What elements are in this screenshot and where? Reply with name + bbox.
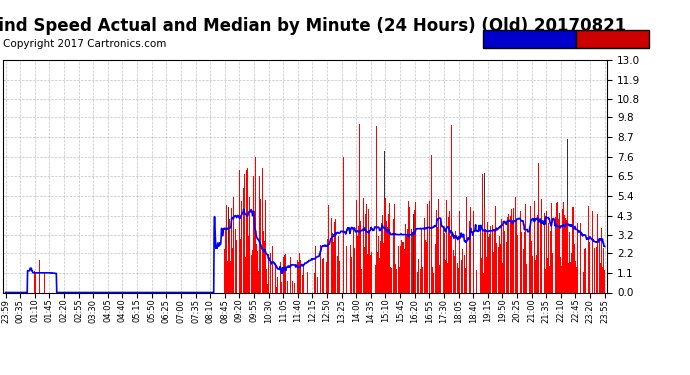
Text: Copyright 2017 Cartronics.com: Copyright 2017 Cartronics.com xyxy=(3,39,167,50)
Text: Wind Speed Actual and Median by Minute (24 Hours) (Old) 20170821: Wind Speed Actual and Median by Minute (… xyxy=(0,17,627,35)
Text: Median (mph): Median (mph) xyxy=(494,34,565,44)
Text: Wind  (mph): Wind (mph) xyxy=(581,34,644,44)
